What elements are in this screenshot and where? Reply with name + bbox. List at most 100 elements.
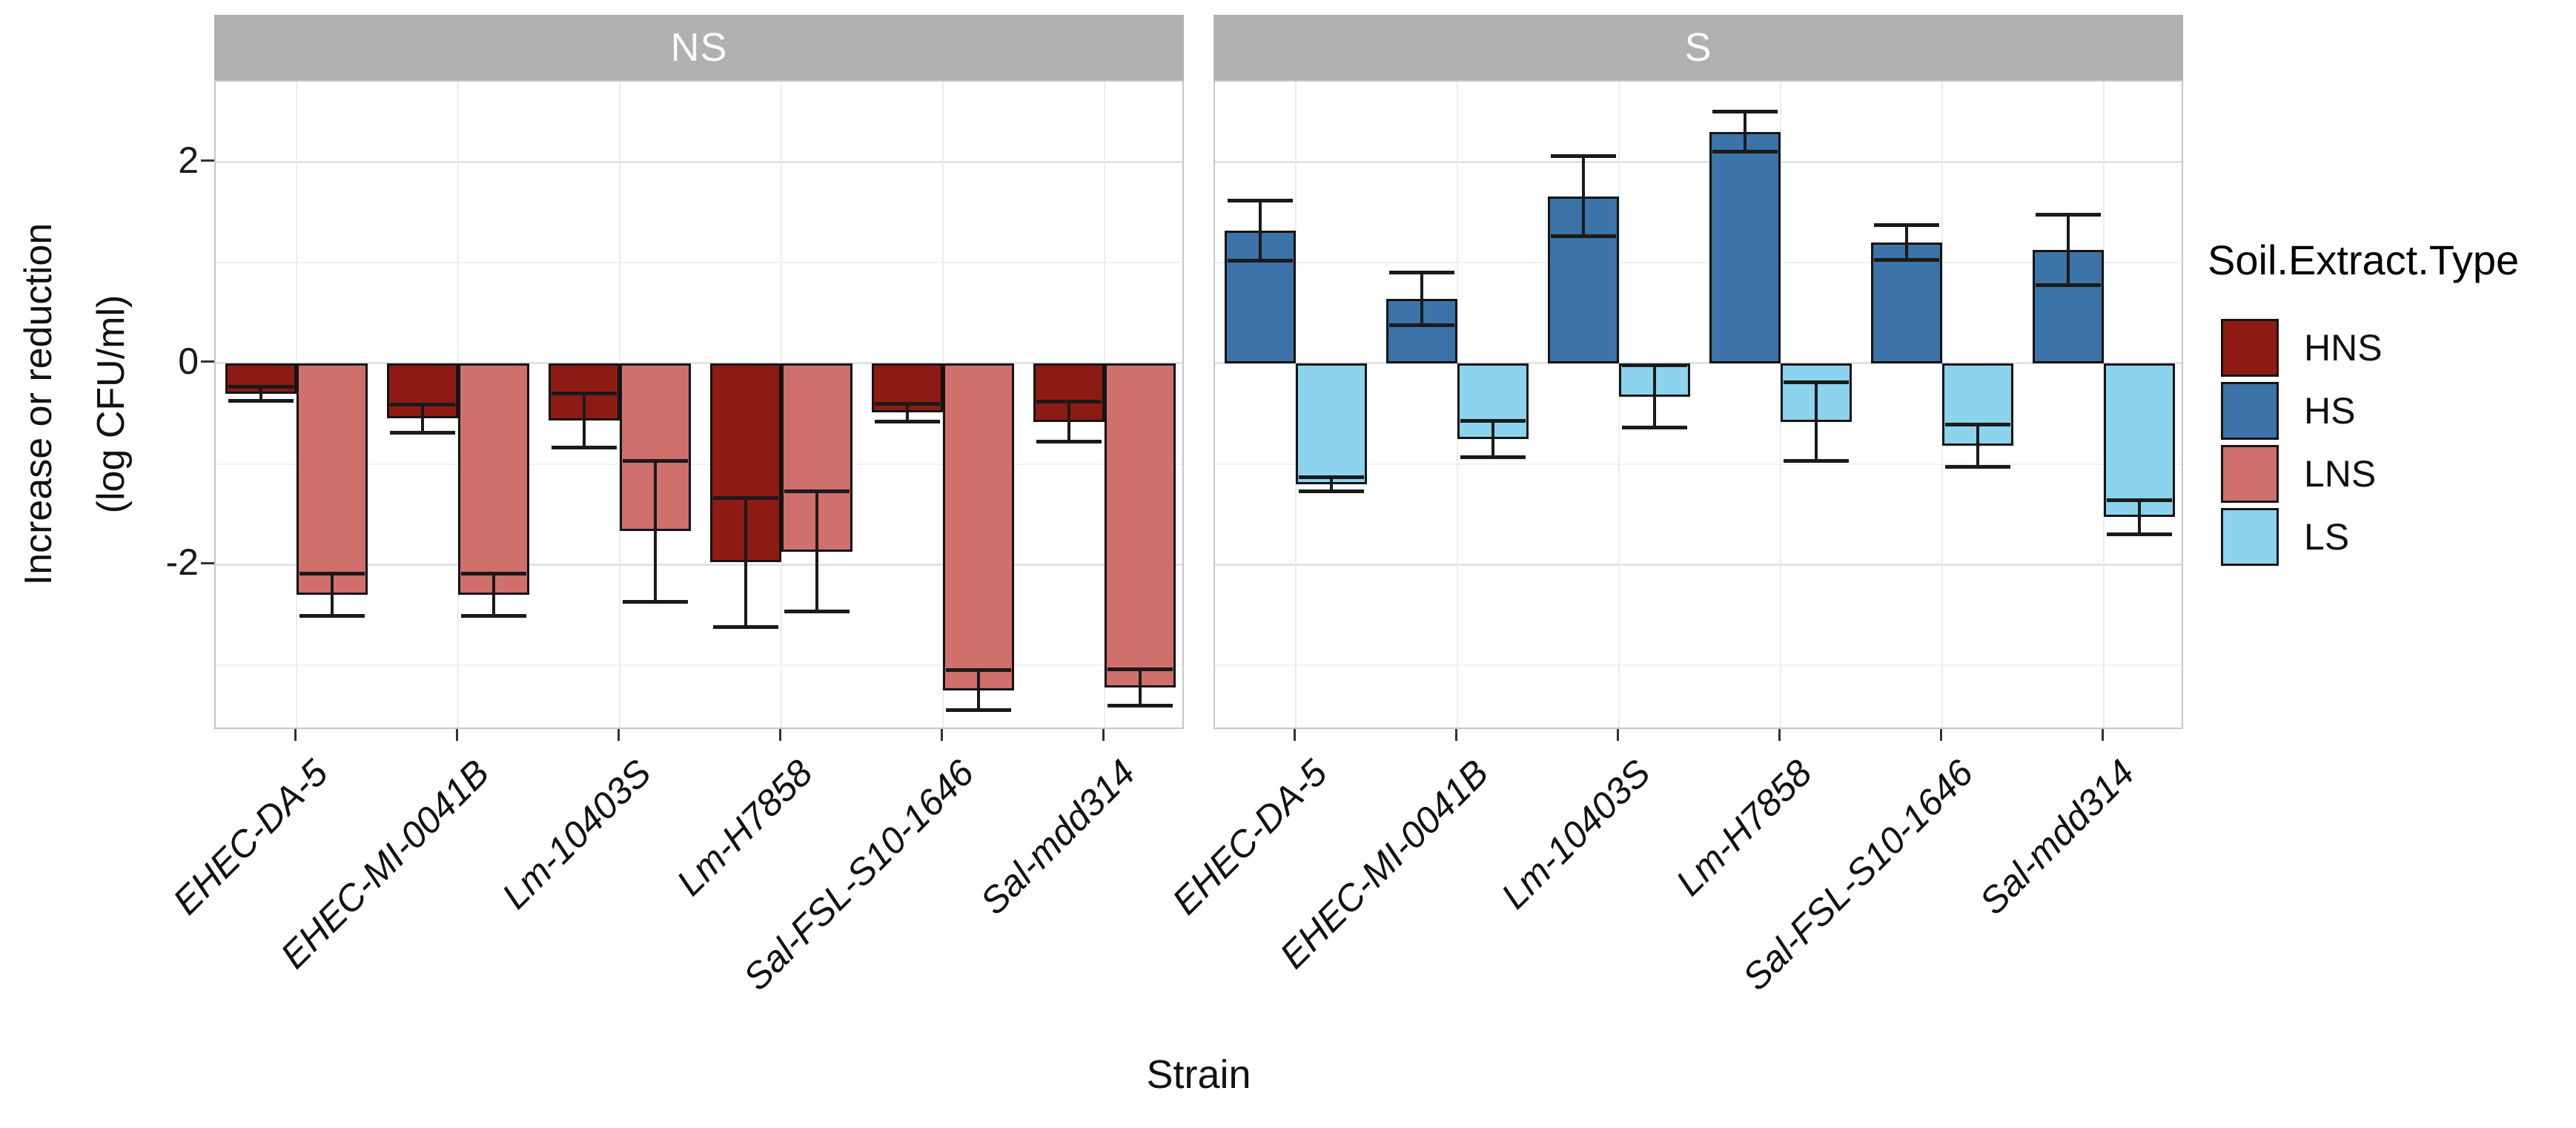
legend-item-ls: LS: [2221, 508, 2383, 566]
facet-strip-ns: NS: [214, 15, 1184, 80]
legend-swatch: [2221, 445, 2279, 503]
y-tick-label: -2: [165, 541, 199, 583]
error-bar-cap: [875, 401, 940, 406]
error-bar-cap: [1784, 458, 1849, 463]
error-bar: [583, 393, 586, 448]
panel-ns: [214, 80, 1184, 729]
error-bar-cap: [2107, 532, 2172, 536]
error-bar: [1259, 200, 1262, 261]
legend-swatch: [2221, 319, 2279, 377]
error-bar-cap: [875, 420, 940, 424]
y-tick-label: 2: [178, 139, 199, 181]
error-bar-cap: [1945, 423, 2010, 427]
error-bar-cap: [1622, 363, 1687, 368]
error-bar: [1744, 111, 1746, 152]
error-bar: [1139, 669, 1142, 706]
error-bar: [1330, 477, 1333, 492]
error-bar-cap: [1107, 703, 1173, 708]
bar-lns-sal-mdd314: [1105, 363, 1176, 687]
error-bar: [2067, 214, 2070, 286]
gridline-major: [1215, 563, 2182, 566]
bar-ls-sal-mdd314: [2104, 363, 2175, 518]
error-bar-cap: [1107, 667, 1173, 671]
error-bar-cap: [623, 599, 688, 604]
gridline-minor: [216, 262, 1182, 264]
gridline-minor: [216, 664, 1182, 666]
error-bar-cap: [1460, 455, 1526, 459]
error-bar: [1976, 424, 1979, 467]
error-bar-cap: [1874, 223, 1939, 228]
x-tick-mark: [2101, 729, 2104, 741]
error-bar-cap: [299, 571, 365, 575]
error-bar-cap: [2107, 498, 2172, 502]
legend-item-hs: HS: [2221, 382, 2383, 440]
error-bar-cap: [299, 613, 365, 618]
y-tick-label: 0: [178, 340, 199, 382]
error-bar: [1582, 156, 1585, 237]
legend-swatch: [2221, 508, 2279, 566]
error-bar-cap: [1712, 110, 1778, 114]
error-bar-cap: [1299, 489, 1364, 493]
error-bar-cap: [946, 668, 1011, 673]
gridline-minor: [1215, 262, 2182, 264]
error-bar: [1815, 382, 1818, 461]
error-bar-cap: [713, 624, 778, 629]
bar-lns-ehec-da-5: [297, 363, 368, 595]
facet-strip-s: S: [1213, 15, 2183, 80]
error-bar-cap: [1036, 440, 1102, 444]
error-bar-cap: [2036, 212, 2101, 217]
legend-item-label: LS: [2304, 516, 2350, 558]
facet-label: NS: [670, 25, 728, 70]
gridline-minor: [1215, 664, 2182, 666]
error-bar-cap: [946, 708, 1011, 713]
x-tick-mark: [778, 729, 781, 741]
legend-swatch: [2221, 382, 2279, 440]
error-bar-cap: [623, 458, 688, 463]
x-tick-label: EHEC-DA-5: [1164, 751, 1335, 923]
x-tick-mark: [455, 729, 458, 741]
x-tick-mark: [1454, 729, 1457, 741]
x-tick-mark: [1616, 729, 1619, 741]
x-tick-label: Sal-mdd314: [1972, 751, 2143, 923]
x-tick-label: EHEC-DA-5: [165, 751, 336, 923]
error-bar-cap: [1551, 234, 1616, 239]
x-tick-label: Sal-mdd314: [973, 751, 1144, 923]
x-tick-mark: [1293, 729, 1296, 741]
gridline-major: [1215, 362, 2182, 365]
legend-title: Soil.Extract.Type: [2208, 237, 2520, 283]
gridline-major: [1215, 161, 2182, 164]
error-bar: [259, 386, 262, 401]
x-tick-label: Lm-H7858: [1667, 751, 1820, 904]
error-bar-cap: [390, 402, 455, 406]
error-bar: [1905, 225, 1908, 260]
x-axis-title: Strain: [1146, 1052, 1251, 1097]
gridline-minor: [216, 463, 1182, 465]
x-tick-mark: [1102, 729, 1105, 741]
error-bar-cap: [1460, 418, 1526, 423]
legend-items: HNS HS LNS LS: [2221, 319, 2383, 566]
error-bar-cap: [228, 398, 294, 403]
error-bar-cap: [1228, 258, 1293, 263]
error-bar: [492, 573, 495, 616]
error-bar: [331, 573, 334, 616]
error-bar-cap: [784, 610, 850, 614]
error-bar-cap: [390, 430, 455, 435]
x-tick-mark: [940, 729, 943, 741]
error-bar-cap: [461, 571, 526, 575]
x-tick-mark: [294, 729, 297, 741]
legend-item-label: HNS: [2304, 327, 2383, 369]
gridline-major: [216, 161, 1182, 164]
error-bar: [421, 404, 424, 433]
error-bar-cap: [1712, 150, 1778, 154]
x-tick-mark: [1939, 729, 1942, 741]
legend-item-label: HS: [2304, 390, 2356, 432]
error-bar-cap: [1551, 154, 1616, 158]
gridline-vertical: [1618, 82, 1620, 728]
bar-hs-lm-h7858: [1709, 131, 1781, 363]
error-bar-cap: [713, 496, 778, 501]
x-tick-label: Lm-10403S: [493, 751, 659, 917]
error-bar-cap: [1389, 271, 1454, 275]
error-bar-cap: [1945, 465, 2010, 469]
error-bar: [977, 670, 980, 710]
